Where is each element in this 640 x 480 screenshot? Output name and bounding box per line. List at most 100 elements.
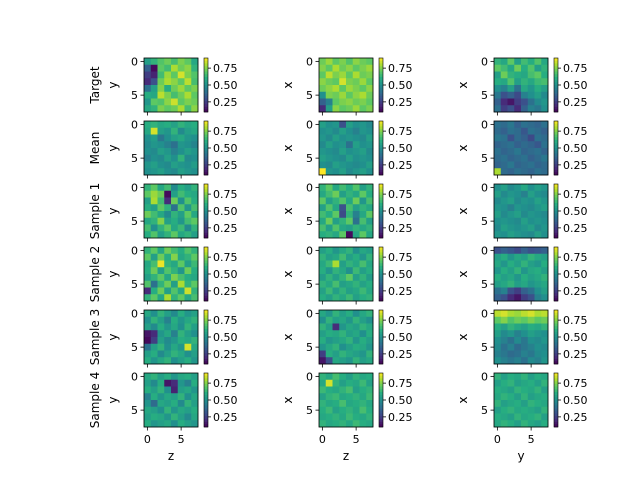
heatmap-cell — [171, 350, 179, 358]
colorbar-segment — [204, 252, 208, 256]
colorbar-segment — [554, 90, 558, 94]
colorbar-segment — [379, 318, 383, 322]
heatmap-cell — [144, 154, 152, 162]
colorbar-segment — [379, 405, 383, 409]
y-tick-label: 0 — [481, 181, 488, 194]
heatmap-cell — [319, 280, 327, 288]
heatmap-cell — [157, 373, 165, 381]
heatmap-cell — [157, 343, 165, 351]
heatmap-cell — [191, 231, 199, 239]
heatmap-cell — [366, 121, 374, 129]
heatmap-cell — [521, 231, 529, 239]
heatmap-cell — [150, 148, 158, 156]
row-label: Sample 4 — [88, 372, 102, 428]
heatmap-cell — [177, 274, 185, 282]
y-axis-label: y — [106, 270, 120, 277]
heatmap-cell — [527, 121, 535, 129]
colorbar-segment — [204, 235, 208, 239]
colorbar-segment — [204, 298, 208, 302]
heatmap-cell — [164, 148, 172, 156]
heatmap-cell — [346, 280, 354, 288]
heatmap-cell — [521, 330, 529, 338]
colorbar-segment — [379, 400, 383, 403]
heatmap-cell — [507, 280, 515, 288]
heatmap-cell — [521, 64, 529, 72]
heatmap-cell — [164, 154, 172, 162]
colorbar-segment — [554, 148, 558, 151]
heatmap-cell — [164, 141, 172, 149]
heatmap-cell — [144, 211, 152, 219]
heatmap-cell — [541, 78, 549, 86]
heatmap-cell — [144, 148, 152, 156]
colorbar-tick-label: 0.25 — [213, 411, 238, 424]
heatmap-cell — [171, 253, 179, 261]
heatmap-cell — [164, 350, 172, 358]
heatmap-cell — [339, 105, 347, 113]
colorbar-segment — [204, 68, 208, 72]
heatmap-cell — [527, 98, 535, 106]
colorbar-tick-label: 0.50 — [388, 79, 413, 92]
heatmap-cell — [527, 204, 535, 212]
heatmap-cell — [500, 294, 508, 302]
heatmap-cell — [332, 337, 340, 345]
heatmap-cell — [527, 78, 535, 86]
heatmap-cell — [177, 161, 185, 169]
heatmap-cell — [150, 260, 158, 268]
heatmap-cell — [494, 204, 502, 212]
heatmap-cell — [507, 330, 515, 338]
colorbar-segment — [379, 205, 383, 209]
heatmap-cell — [177, 217, 185, 225]
heatmap-cell — [494, 274, 502, 282]
heatmap-cell — [507, 316, 515, 324]
heatmap-cell — [514, 224, 522, 232]
heatmap-cell — [191, 247, 199, 255]
colorbar-segment — [554, 82, 558, 86]
y-axis-label: x — [456, 270, 470, 277]
heatmap-cell — [191, 330, 199, 338]
heatmap-cell — [177, 247, 185, 255]
heatmap-cell — [500, 287, 508, 295]
colorbar-segment — [554, 229, 558, 233]
y-tick-label: 0 — [481, 370, 488, 383]
heatmap-cell — [184, 190, 192, 198]
heatmap-cell — [171, 287, 179, 295]
heatmap-cell — [500, 400, 508, 408]
colorbar-segment — [379, 235, 383, 239]
heatmap-cell — [144, 413, 152, 421]
heatmap-cell — [319, 105, 327, 113]
heatmap-cell — [177, 253, 185, 261]
y-axis-label: y — [106, 396, 120, 403]
colorbar-segment — [554, 87, 558, 91]
heatmap-cell — [157, 350, 165, 358]
colorbar-tick-label: 0.25 — [563, 285, 588, 298]
heatmap-cell — [144, 350, 152, 358]
heatmap-cell — [184, 197, 192, 205]
colorbar-segment — [204, 418, 208, 422]
colorbar-segment — [379, 287, 383, 291]
heatmap-cell — [527, 310, 535, 318]
heatmap-cell — [514, 373, 522, 381]
heatmap-cell — [541, 323, 549, 331]
colorbar-segment — [379, 197, 383, 201]
heatmap-cell — [319, 350, 327, 358]
colorbar-segment — [379, 227, 383, 231]
heatmap-cell — [527, 127, 535, 135]
row-label: Mean — [88, 132, 102, 165]
colorbar-segment — [554, 410, 558, 414]
heatmap-cell — [346, 190, 354, 198]
heatmap-cell — [359, 141, 367, 149]
heatmap-cell — [325, 168, 333, 176]
colorbar-segment — [204, 129, 208, 133]
colorbar-segment — [379, 134, 383, 138]
heatmap-cell — [541, 211, 549, 219]
heatmap-cell — [184, 323, 192, 331]
heatmap-cell — [521, 58, 529, 66]
colorbar-segment — [554, 235, 558, 239]
heatmap-cell — [534, 393, 542, 401]
heatmap-cell — [541, 280, 549, 288]
heatmap-cell — [366, 393, 374, 401]
colorbar-segment — [379, 158, 383, 162]
heatmap-cell — [366, 260, 374, 268]
heatmap-cell — [184, 85, 192, 93]
heatmap-cell — [541, 231, 549, 239]
